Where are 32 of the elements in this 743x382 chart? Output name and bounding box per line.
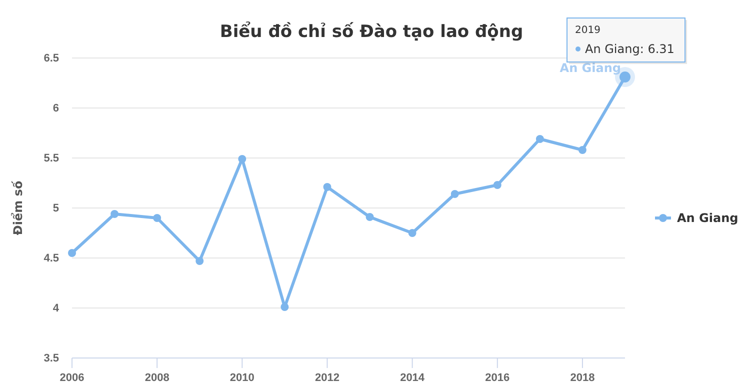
- point: [493, 181, 502, 189]
- point: [536, 135, 544, 143]
- point: [408, 229, 416, 237]
- y-tick-label: 6.5: [44, 52, 59, 65]
- point: [280, 303, 289, 311]
- point: [366, 213, 374, 221]
- y-tick-label: 5.5: [44, 152, 59, 165]
- x-tick-label: 2012: [314, 372, 340, 382]
- x-tick-label: 2010: [230, 372, 254, 382]
- point: [323, 183, 332, 191]
- point: [68, 249, 76, 257]
- x-tick-label: 2018: [570, 372, 595, 382]
- y-tick-label: 3.5: [44, 352, 59, 365]
- y-tick-label: 6: [52, 102, 59, 115]
- point: [153, 214, 162, 222]
- legend-label: An Giang: [677, 211, 738, 225]
- point: [196, 257, 204, 265]
- x-tick-label: 2014: [400, 372, 426, 382]
- x-tick-label: 2008: [144, 372, 170, 382]
- point: [238, 155, 246, 163]
- y-tick-label: 4.5: [44, 252, 59, 265]
- point: [110, 210, 119, 218]
- x-tick-label: 2016: [485, 372, 510, 382]
- point: [450, 190, 459, 198]
- annotation: An Giang: [560, 61, 621, 75]
- tooltip: 2019 An Giang: 6.31: [566, 18, 687, 64]
- y-tick-label: 4: [52, 302, 60, 315]
- x-tick-label: 2006: [60, 372, 84, 382]
- y-axis-title: Điểm số: [11, 180, 25, 236]
- chart-title: Biểu đồ chỉ số Đào tạo lao động: [220, 21, 524, 42]
- y-tick-label: 5: [52, 202, 59, 215]
- point: [578, 146, 586, 154]
